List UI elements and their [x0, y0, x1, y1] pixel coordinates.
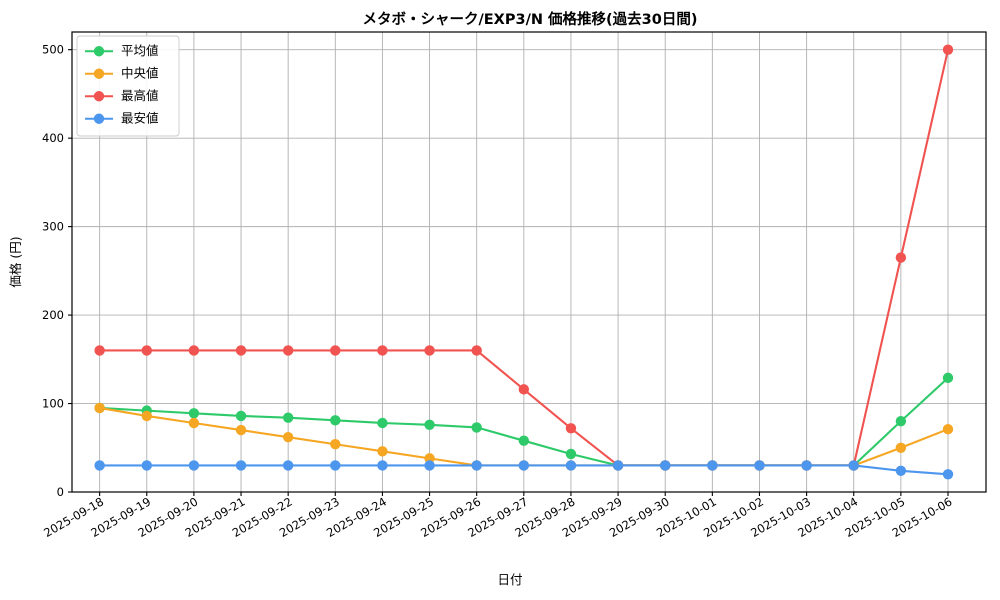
y-tick-label: 0	[57, 485, 64, 499]
series-data-point	[141, 460, 152, 471]
series-data-point	[612, 460, 624, 471]
series-data-point	[188, 345, 200, 356]
series-data-point	[188, 408, 200, 419]
series-data-point	[471, 460, 482, 471]
series-data-point	[942, 44, 954, 55]
series-data-point	[94, 345, 105, 356]
series-data-point	[707, 460, 718, 471]
series-data-point	[235, 424, 247, 436]
legend-marker	[93, 91, 105, 102]
series-data-point	[754, 460, 765, 471]
series-data-point	[377, 417, 388, 429]
series-data-point	[377, 345, 388, 356]
series-data-point	[801, 460, 812, 471]
series-data-point	[895, 416, 907, 427]
series-data-point	[518, 460, 530, 471]
series-data-point	[282, 431, 294, 443]
x-axis-label: 日付	[497, 572, 522, 587]
series-data-point	[660, 460, 671, 471]
y-axis-label: 価格 (円)	[8, 236, 23, 287]
series-data-point	[282, 460, 294, 471]
series-data-point	[471, 345, 482, 356]
series-data-point	[141, 410, 152, 422]
y-tick-label: 400	[42, 131, 64, 145]
series-data-point	[94, 402, 105, 414]
series-data-point	[188, 460, 200, 471]
y-tick-label: 500	[42, 43, 64, 57]
series-data-point	[330, 460, 341, 471]
series-data-point	[848, 460, 859, 471]
series-data-point	[518, 384, 530, 395]
legend-label: 最安値	[121, 110, 159, 125]
series-data-point	[235, 345, 247, 356]
series-data-point	[942, 423, 954, 435]
series-data-point	[565, 448, 577, 460]
series-data-point	[282, 412, 294, 423]
series-data-point	[141, 345, 152, 356]
series-data-point	[518, 435, 530, 446]
y-tick-label: 300	[42, 220, 64, 234]
series-data-point	[377, 446, 388, 457]
series-data-point	[235, 410, 247, 422]
y-tick-label: 200	[42, 308, 64, 322]
legend-label: 最高値	[121, 88, 159, 103]
series-lines	[94, 44, 954, 480]
series-data-point	[330, 415, 341, 426]
series-data-point	[424, 460, 435, 471]
series-data-point	[942, 372, 954, 384]
series-data-point	[942, 469, 954, 480]
series-data-point	[895, 465, 907, 476]
series-data-point	[94, 460, 105, 471]
series-data-point	[282, 345, 294, 356]
legend-marker	[93, 46, 105, 57]
legend-box	[76, 35, 180, 137]
series-data-point	[424, 419, 435, 430]
series-data-point	[330, 439, 341, 450]
series-data-point	[188, 417, 200, 429]
series-4	[94, 460, 954, 480]
series-data-point	[330, 345, 341, 356]
series-data-point	[565, 423, 577, 434]
y-axis-ticks: 0 100 200 300 400 500	[42, 43, 72, 499]
plot-area-border	[71, 31, 987, 493]
series-data-point	[895, 442, 907, 453]
legend-marker	[93, 68, 105, 79]
legend-label: 中央値	[121, 65, 159, 80]
series-data-point	[471, 422, 482, 433]
series-data-point	[377, 460, 388, 471]
legend-marker	[93, 113, 105, 124]
series-data-point	[565, 460, 577, 471]
series-data-point	[235, 460, 247, 471]
series-data-point	[424, 345, 435, 356]
series-data-point	[895, 252, 907, 263]
chart-title: メタボ・シャーク/EXP3/N 価格推移(過去30日間)	[362, 10, 697, 28]
legend-label: 平均値	[121, 43, 159, 58]
y-tick-label: 100	[42, 397, 64, 411]
